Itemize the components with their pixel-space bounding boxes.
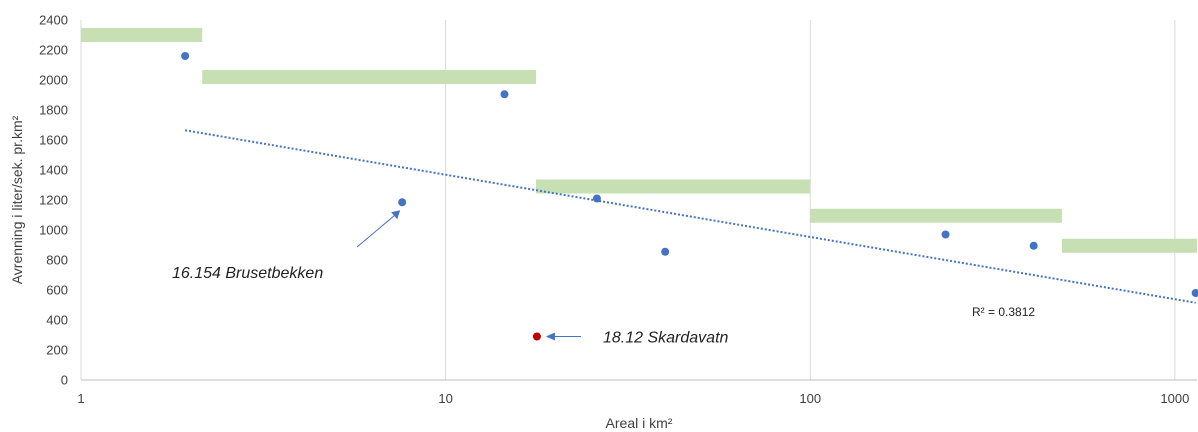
reference-band [1061,238,1197,253]
y-tick-label: 1200 [39,193,68,208]
reference-band [810,208,1062,223]
y-tick-label: 2200 [39,43,68,58]
r-squared-label: R² = 0.3812 [972,305,1035,319]
y-tick-label: 1800 [39,103,68,118]
x-tick-label: 100 [799,391,821,406]
x-axis-title: Areal i km² [606,415,673,431]
reference-bands [81,28,1197,253]
x-tick-labels: 1 10 100 1000 [77,391,1189,406]
data-point [661,247,670,256]
y-tick-label: 1600 [39,133,68,148]
x-tick-label: 1000 [1160,391,1189,406]
annotations: 16.154 Brusetbekken 18.12 Skardavatn [172,210,729,347]
y-axis-title: Avrenning i liter/sek. pr.km² [9,115,25,284]
annotation-arrowhead [391,210,401,220]
y-tick-label: 0 [61,373,68,388]
reference-band [536,179,811,194]
x-tick-label: 10 [438,391,452,406]
reference-band [81,28,203,42]
y-tick-label: 1000 [39,223,68,238]
data-point [181,52,190,60]
data-point [500,90,509,99]
y-tick-label: 400 [46,313,68,328]
annotation-arrow-line [356,212,398,248]
data-point [1191,289,1198,297]
y-tick-label: 600 [46,283,68,298]
y-tick-label: 800 [46,253,68,268]
annotation-arrowhead [545,332,555,341]
data-point [532,332,541,341]
data-point [592,194,601,203]
y-tick-label: 2000 [39,73,68,88]
y-tick-label: 200 [46,343,68,358]
data-point [1029,241,1038,250]
reference-band [202,70,537,84]
data-point [398,198,407,207]
trendline [184,129,1196,304]
x-tick-label: 1 [77,391,84,406]
data-point [941,230,950,239]
y-tick-label: 1400 [39,163,68,178]
data-points [181,52,1198,341]
y-tick-label: 2400 [39,13,68,28]
y-tick-labels: 0 200 400 600 800 1000 1200 1400 1600 1800 2000 220… [39,13,68,388]
annotation-label: 16.154 Brusetbekken [172,265,323,282]
annotation-label: 18.12 Skardavatn [603,330,729,347]
